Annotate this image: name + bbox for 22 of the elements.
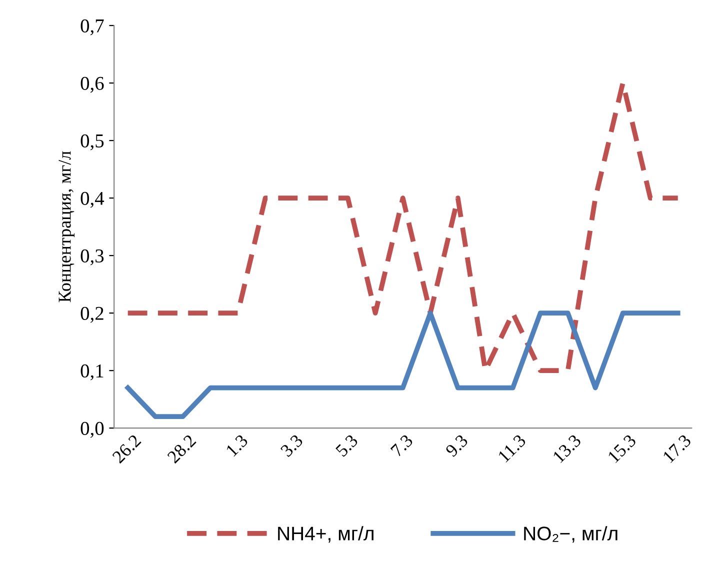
x-tick-label: 9.3 — [444, 434, 469, 458]
y-axis-title: Концентрация, мг/л — [58, 151, 74, 302]
x-tick-label: 26.2 — [112, 434, 142, 464]
x-tick-label: 13.3 — [552, 434, 582, 464]
x-tick-label: 15.3 — [607, 434, 637, 464]
y-tick-label: 0,1 — [80, 364, 104, 380]
legend-label: NO₂−, мг/л — [524, 526, 618, 543]
y-tick-label: 0,4 — [80, 192, 104, 208]
y-tick-label: 0,7 — [80, 19, 104, 36]
y-tick-label: 0,6 — [80, 76, 104, 93]
x-tick-label: 28.2 — [166, 434, 197, 464]
x-tick-label: 11.3 — [498, 434, 527, 463]
x-tick-label: 3.3 — [280, 434, 304, 458]
x-tick-label: 1.3 — [226, 434, 249, 457]
y-tick-label: 0,3 — [80, 249, 104, 266]
y-tick-label: 0,5 — [80, 134, 104, 150]
x-tick-label: 7.3 — [390, 434, 414, 458]
legend-label: NH4+, мг/л — [278, 526, 374, 543]
y-tick-label: 0,0 — [80, 422, 104, 438]
y-tick-label: 0,2 — [80, 306, 104, 323]
x-tick-label: 5.3 — [335, 434, 359, 458]
x-tick-label: 17.3 — [662, 434, 692, 464]
